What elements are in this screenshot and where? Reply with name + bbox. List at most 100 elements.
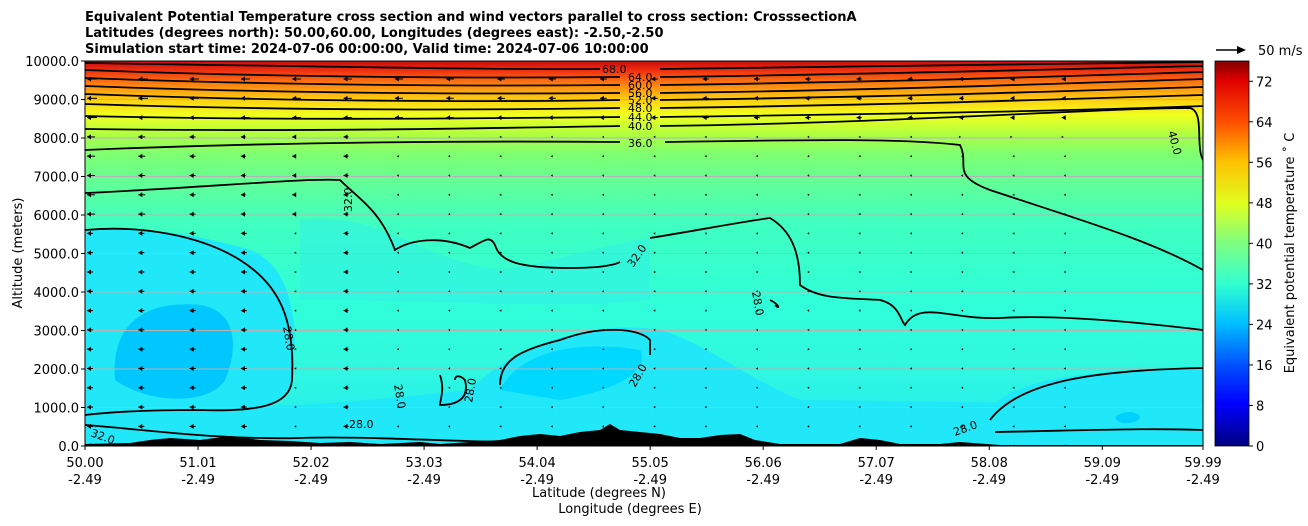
colorbar-label: Equivalent potential temperature ˚ C	[1282, 133, 1298, 374]
wind-vector-head	[702, 95, 707, 101]
wind-vector-head	[961, 405, 964, 409]
wind-vector-head	[448, 348, 451, 351]
wind-vector-head	[704, 212, 707, 216]
wind-vector-head	[292, 153, 297, 159]
wind-vector-head	[1012, 309, 1015, 312]
wind-vector-head	[907, 76, 912, 82]
wind-vector-head	[602, 309, 604, 312]
wind-vector-head	[343, 76, 348, 82]
wind-vector-head	[651, 95, 656, 101]
wind-vector-head	[704, 251, 707, 254]
contour-28-mid	[439, 328, 651, 406]
wind-vector-head	[240, 288, 245, 294]
wind-vector-head	[292, 134, 297, 140]
wind-vector-head	[138, 250, 143, 256]
wind-vector-head	[704, 328, 707, 332]
x-tick-label-lat: 54.04	[519, 456, 556, 471]
wind-vector-head	[550, 232, 553, 235]
wind-vector-head	[805, 95, 810, 101]
wind-vector-head	[1012, 270, 1015, 274]
wind-vector-head	[343, 211, 348, 217]
wind-vector-head	[755, 155, 758, 158]
wind-vector-head	[550, 174, 553, 177]
colorbar-tick-label: 40	[1256, 237, 1273, 252]
wind-vector-head	[1061, 95, 1066, 101]
y-tick-label: 4000.0	[34, 286, 80, 301]
wind-vector-head	[653, 328, 656, 332]
wind-vector-head	[856, 95, 861, 101]
wind-vector-head	[602, 405, 604, 409]
wind-vector-head	[294, 270, 297, 274]
wind-vector-head	[343, 366, 348, 371]
wind-vector-head	[87, 404, 91, 410]
wind-vector-head	[499, 212, 502, 216]
y-tick-label: 3000.0	[34, 325, 80, 340]
wind-vector-head	[499, 232, 502, 235]
wind-vector-head	[807, 135, 810, 139]
wind-vector-head	[396, 348, 399, 351]
colorbar-tick-label: 56	[1256, 156, 1273, 171]
wind-vector-head	[550, 386, 553, 389]
wind-vector-head	[704, 367, 707, 370]
wind-vector-head	[396, 270, 399, 274]
wind-vector-head	[704, 405, 707, 409]
wind-vector-head	[446, 76, 451, 82]
wind-vector-head	[961, 155, 964, 158]
wind-vector-head	[189, 250, 194, 256]
wind-vector-head	[858, 348, 861, 351]
wind-vector-head	[240, 327, 245, 333]
wind-vector-head	[909, 405, 912, 409]
wind-vector-head	[396, 174, 399, 177]
wind-vector-head	[959, 95, 964, 101]
wind-vector-head	[807, 367, 810, 370]
wind-vector-head	[807, 348, 810, 351]
wind-vector-head	[499, 386, 502, 389]
wind-vector-head	[189, 385, 194, 391]
wind-vector-head	[961, 386, 964, 389]
wind-vector-head	[343, 346, 348, 352]
wind-vector-head	[653, 425, 656, 428]
wind-vector-head	[1012, 386, 1015, 389]
wind-vector-head	[702, 76, 707, 82]
wind-vector-head	[343, 327, 348, 333]
wind-vector-head	[653, 135, 656, 139]
wind-vector-head	[602, 290, 604, 293]
wind-vector-head	[602, 135, 604, 139]
wind-vector-head	[805, 76, 810, 82]
chart-title-line-2: Latitudes (degrees north): 50.00,60.00, …	[85, 26, 664, 41]
wind-vector-head	[704, 270, 707, 274]
wind-vector-head	[189, 404, 194, 410]
wind-vector-head	[961, 232, 964, 235]
wind-vector-head	[858, 155, 861, 158]
wind-vector-head	[600, 115, 604, 121]
y-axis: 0.0 1000.0 2000.0 3000.0 4000.0 5000.0 6000.0 7…	[25, 55, 85, 455]
wind-vector-head	[961, 328, 964, 332]
wind-vector-head	[550, 251, 553, 254]
wind-vector-head	[909, 135, 912, 139]
plot-area: 68.0 64.0 60.0 56.0 52.0 48.0 44.0 40.0 …	[85, 61, 1203, 448]
wind-vector-head	[959, 115, 964, 121]
colorbar-tick-label: 8	[1256, 399, 1264, 414]
wind-vector-head	[396, 328, 399, 332]
quiver-key: 50 m/s	[1216, 44, 1303, 59]
wind-vector-head	[1063, 155, 1066, 158]
x-tick-label-lat: 57.07	[858, 456, 895, 471]
contour-lines	[85, 61, 1203, 444]
colorbar-tick-label: 0	[1256, 440, 1264, 455]
colorbar-tick-label: 24	[1256, 318, 1273, 333]
wind-vector-head	[189, 327, 194, 333]
x-tick-label-lat: 59.09	[1084, 456, 1121, 471]
wind-vector-head	[704, 290, 707, 293]
wind-vector-head	[909, 193, 912, 196]
wind-vector-head	[961, 270, 964, 274]
wind-vector-head	[961, 174, 964, 177]
x-tick-label-lon: -2.49	[68, 473, 102, 488]
contour-label: 32.0	[89, 427, 116, 448]
y-tick-label: 7000.0	[34, 171, 80, 186]
wind-vector-head	[702, 115, 707, 121]
wind-vector-head	[343, 288, 348, 294]
wind-vector-head	[448, 328, 451, 332]
wind-vector-head	[240, 366, 245, 371]
wind-vector-head	[602, 367, 604, 370]
wind-vector-head	[704, 425, 707, 428]
